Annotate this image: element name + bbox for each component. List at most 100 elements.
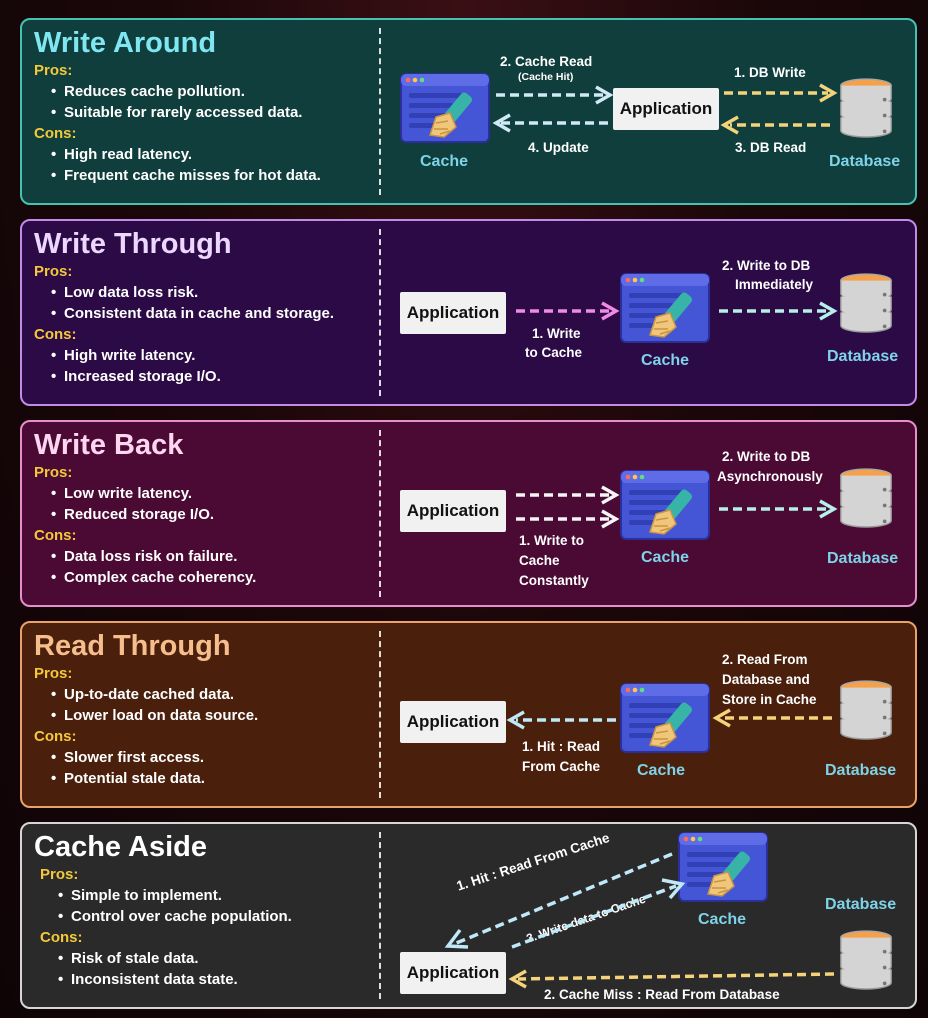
con-item: Increased storage I/O. — [51, 366, 379, 387]
panel-divider — [379, 430, 381, 597]
hit-note-1: 1. Hit : Read — [522, 739, 601, 754]
write-cache-note-2: to Cache — [525, 345, 583, 360]
pros-label: Pros: — [34, 665, 73, 682]
cons-list: Risk of stale data. Inconsistent data st… — [34, 948, 379, 990]
cache-aside-arrows — [444, 852, 835, 989]
write-db-note-1: 2. Write to DB — [722, 258, 811, 273]
pros-list: Up-to-date cached data. Lower load on da… — [34, 684, 379, 726]
write-back-text: Write Back Pros: Low write latency. Redu… — [34, 428, 379, 588]
pro-item: Low write latency. — [51, 483, 379, 504]
panel-divider — [379, 631, 381, 798]
arrow-miss — [517, 972, 835, 981]
pros-label: Pros: — [34, 464, 73, 481]
panel-title: Write Through — [34, 228, 232, 260]
panel-read-through: Read Through Pros: Up-to-date cached dat… — [20, 621, 917, 808]
cons-list: Slower first access. Potential stale dat… — [34, 747, 379, 789]
con-item: Complex cache coherency. — [51, 567, 379, 588]
pro-item: Suitable for rarely accessed data. — [51, 102, 379, 123]
pros-list: Low data loss risk. Consistent data in c… — [34, 282, 379, 324]
cons-label: Cons: — [34, 728, 77, 745]
cons-label: Cons: — [34, 125, 77, 142]
con-item: Data loss risk on failure. — [51, 546, 379, 567]
hit-note-2: From Cache — [522, 759, 601, 774]
con-item: Inconsistent data state. — [58, 969, 379, 990]
arrow-write-cache — [511, 884, 677, 949]
cache-hit-note: (Cache Hit) — [518, 71, 574, 83]
panel-divider — [379, 832, 381, 999]
pro-item: Simple to implement. — [58, 885, 379, 906]
application-box: Application — [400, 952, 506, 994]
panel-write-around: Write Around Pros: Reduces cache polluti… — [20, 18, 917, 205]
pro-item: Consistent data in cache and storage. — [51, 303, 379, 324]
panel-title: Read Through — [34, 630, 231, 662]
read-db-note-1: 2. Read From — [722, 652, 808, 667]
read-db-note-3: Store in Cache — [722, 692, 817, 707]
database-label: Database — [827, 348, 899, 365]
read-through-text: Read Through Pros: Up-to-date cached dat… — [34, 629, 379, 789]
write-around-diagram: Cache Application Database 2. Cache Read… — [22, 20, 915, 203]
con-item: Risk of stale data. — [58, 948, 379, 969]
cache-label: Cache — [641, 549, 690, 566]
write-back-diagram: Application Cache Database 1. Write to C… — [22, 422, 915, 605]
panel-write-through: Write Through Pros: Low data loss risk. … — [20, 219, 917, 406]
write-back-arrows — [516, 485, 838, 529]
con-item: Slower first access. — [51, 747, 379, 768]
write-cache-note-3: Constantly — [519, 573, 589, 588]
application-box: Application — [613, 88, 719, 130]
read-through-diagram: Application Cache Database 1. Hit : Read… — [22, 623, 915, 806]
cache-label: Cache — [641, 352, 690, 369]
con-item: Potential stale data. — [51, 768, 379, 789]
database-label: Database — [827, 550, 899, 567]
database-label: Database — [829, 153, 901, 170]
write-db-note-2: Immediately — [735, 277, 814, 292]
pro-item: Low data loss risk. — [51, 282, 379, 303]
write-db-note-1: 2. Write to DB — [722, 449, 811, 464]
panel-write-back: Write Back Pros: Low write latency. Redu… — [20, 420, 917, 607]
pros-label: Pros: — [34, 263, 73, 280]
write-around-text: Write Around Pros: Reduces cache polluti… — [34, 26, 379, 186]
cache-read-note: 2. Cache Read — [500, 54, 593, 69]
write-around-arrows — [492, 83, 838, 135]
write-db-note-2: Asynchronously — [717, 469, 823, 484]
write-cache-note-2: Cache — [519, 553, 560, 568]
application-box: Application — [400, 292, 506, 334]
cache-aside-diagram: Application Cache Database 1. Hit : Read… — [22, 824, 915, 1007]
cons-label: Cons: — [34, 527, 77, 544]
pros-label: Pros: — [34, 62, 73, 79]
panel-cache-aside: Cache Aside Pros: Simple to implement. C… — [20, 822, 917, 1009]
database-label: Database — [825, 896, 897, 913]
read-db-note-2: Database and — [722, 672, 810, 687]
pro-item: Reduced storage I/O. — [51, 504, 379, 525]
cache-label: Cache — [420, 153, 469, 170]
cons-list: Data loss risk on failure. Complex cache… — [34, 546, 379, 588]
db-write-note: 1. DB Write — [734, 65, 806, 80]
cons-label: Cons: — [40, 929, 83, 946]
con-item: Frequent cache misses for hot data. — [51, 165, 379, 186]
miss-note: 2. Cache Miss : Read From Database — [544, 987, 780, 1002]
arrow-hit — [453, 852, 673, 946]
write-through-arrows — [516, 301, 838, 321]
panel-title: Cache Aside — [34, 831, 207, 863]
pros-list: Reduces cache pollution. Suitable for ra… — [34, 81, 379, 123]
pro-item: Reduces cache pollution. — [51, 81, 379, 102]
panel-divider — [379, 28, 381, 195]
write-through-diagram: Application Cache Database 1. Write to C… — [22, 221, 915, 404]
cons-list: High write latency. Increased storage I/… — [34, 345, 379, 387]
con-item: High write latency. — [51, 345, 379, 366]
cache-label: Cache — [637, 762, 686, 779]
cache-aside-text: Cache Aside Pros: Simple to implement. C… — [34, 830, 379, 990]
write-through-text: Write Through Pros: Low data loss risk. … — [34, 227, 379, 387]
write-cache-note-1: 1. Write — [532, 326, 581, 341]
update-note: 4. Update — [528, 140, 589, 155]
application-box: Application — [400, 490, 506, 532]
cache-label: Cache — [698, 911, 747, 928]
panel-title: Write Back — [34, 429, 184, 461]
application-box: Application — [400, 701, 506, 743]
panel-divider — [379, 229, 381, 396]
read-through-arrows — [506, 708, 832, 730]
cons-label: Cons: — [34, 326, 77, 343]
db-read-note: 3. DB Read — [735, 140, 807, 155]
pro-item: Control over cache population. — [58, 906, 379, 927]
pros-list: Simple to implement. Control over cache … — [34, 885, 379, 927]
database-label: Database — [825, 762, 897, 779]
